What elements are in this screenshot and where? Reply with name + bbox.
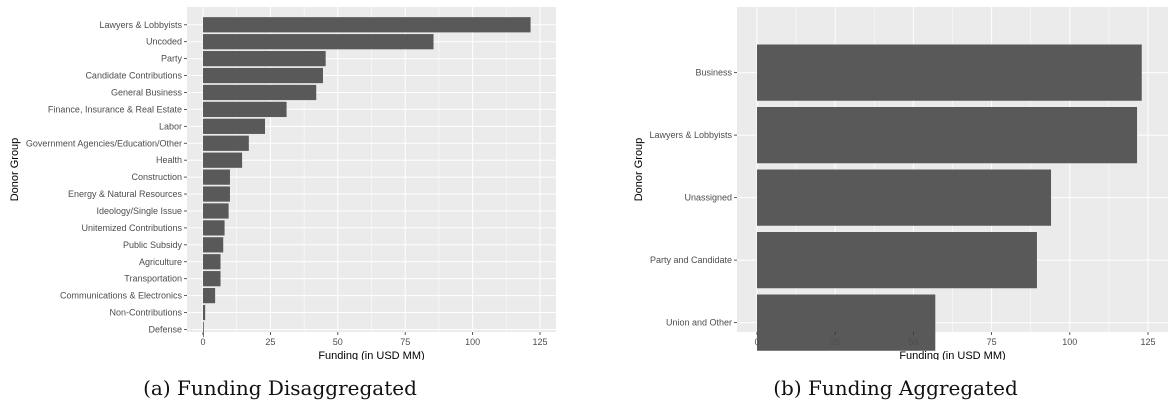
disaggregated-category-label: Uncoded [146,37,182,47]
disaggregated-x-axis-title: Funding (in USD MM) [318,350,424,360]
disaggregated-category-label: Party [161,54,183,64]
disaggregated-x-tick-label: 0 [200,337,205,347]
aggregated-category-label: Union and Other [666,318,732,328]
disaggregated-bar [203,169,230,185]
disaggregated-bar [203,17,531,33]
aggregated-bar [757,232,1037,289]
disaggregated-bar [203,304,206,321]
disaggregated-category-label: Defense [148,324,182,334]
disaggregated-bar [203,220,225,236]
aggregated-bar [757,169,1052,226]
aggregated-bar [757,294,936,351]
disaggregated-bar [203,34,434,50]
disaggregated-bar [203,118,266,134]
disaggregated-category-label: Construction [131,172,182,182]
caption-funding-aggregated: (b) Funding Aggregated [773,376,1018,400]
disaggregated-y-axis-title: Donor Group [9,138,21,202]
disaggregated-bar [203,186,230,202]
disaggregated-category-label: Non-Contributions [109,308,182,318]
disaggregated-category-label: Finance, Insurance & Real Estate [48,104,182,114]
disaggregated-bar [203,237,224,253]
aggregated-category-label: Lawyers & Lobbyists [649,130,732,140]
disaggregated-bar [203,152,243,168]
disaggregated-bar [203,203,229,219]
disaggregated-category-label: Public Subsidy [123,240,183,250]
aggregated-x-tick-label: 100 [1062,337,1077,347]
aggregated-y-axis-title: Donor Group [633,138,645,202]
disaggregated-category-label: Transportation [124,274,182,284]
aggregated-x-tick-label: 75 [987,337,997,347]
disaggregated-bar [203,67,323,84]
disaggregated-category-label: Communications & Electronics [60,291,183,301]
disaggregated-category-label: Energy & Natural Resources [68,189,183,199]
disaggregated-bar [203,287,216,304]
disaggregated-category-label: Government Agencies/Education/Other [26,138,182,148]
disaggregated-x-tick-label: 125 [532,337,547,347]
disaggregated-category-label: Agriculture [139,257,182,267]
disaggregated-svg: Lawyers & Lobbyists Uncoded Party Candidate… [9,7,556,360]
disaggregated-category-label: Ideology/Single Issue [96,206,182,216]
disaggregated-bar [203,101,287,118]
disaggregated-bar [203,321,204,338]
disaggregated-bar [203,84,317,101]
aggregated-x-axis-title: Funding (in USD MM) [899,350,1005,360]
chart-funding-aggregated: Business Lawyers & Lobbyists Unassigned Par… [620,0,1171,360]
disaggregated-x-tick-label: 75 [400,337,410,347]
aggregated-category-label: Unassigned [684,193,732,203]
disaggregated-category-label: Unitemized Contributions [81,223,182,233]
disaggregated-category-label: Labor [159,121,182,131]
disaggregated-bar [203,135,249,151]
aggregated-x-tick-label: 50 [908,337,918,347]
disaggregated-category-label: Lawyers & Lobbyists [99,20,182,30]
disaggregated-category-label: Candidate Contributions [85,71,182,81]
disaggregated-x-tick-label: 100 [465,337,480,347]
disaggregated-bar [203,51,326,67]
aggregated-bar [757,44,1142,101]
disaggregated-bar [203,254,221,270]
disaggregated-category-label: General Business [111,87,183,97]
disaggregated-x-tick-label: 25 [265,337,275,347]
disaggregated-category-label: Health [156,155,182,165]
aggregated-category-label: Party and Candidate [650,255,732,265]
aggregated-x-tick-label: 0 [754,337,759,347]
aggregated-category-label: Business [695,68,732,78]
disaggregated-bar [203,271,221,287]
aggregated-bar [757,107,1138,164]
aggregated-x-tick-label: 25 [830,337,840,347]
chart-funding-disaggregated: Lawyers & Lobbyists Uncoded Party Candidate… [0,0,560,360]
aggregated-x-tick-label: 125 [1140,337,1155,347]
aggregated-svg: Business Lawyers & Lobbyists Unassigned Par… [633,7,1168,360]
caption-funding-disaggregated: (a) Funding Disaggregated [143,376,417,400]
disaggregated-x-tick-label: 50 [333,337,343,347]
